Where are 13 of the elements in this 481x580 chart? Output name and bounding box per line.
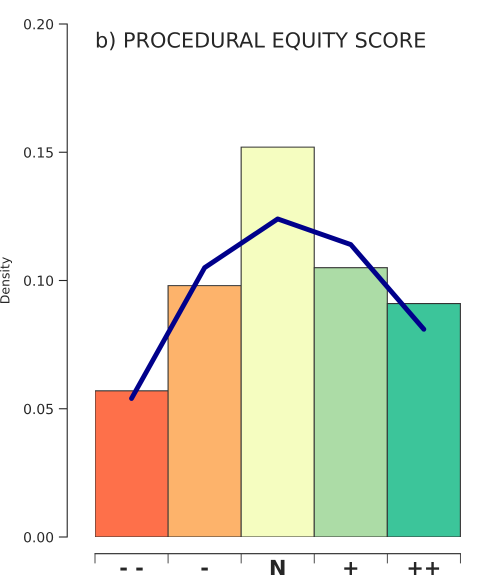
y-axis-title: Density (0, 257, 12, 304)
x-tick-label: + (344, 562, 358, 576)
y-tick-label: 0.20 (24, 18, 54, 30)
line-series (129, 216, 426, 401)
x-tick-label: N (270, 560, 284, 576)
x-tick-label: ++ (408, 562, 440, 576)
y-tick-label: 0.10 (24, 275, 54, 286)
y-tick-label: 0.00 (24, 532, 54, 542)
x-tick-label: - - (120, 568, 143, 571)
x-tick-label: - (201, 568, 208, 571)
y-tick-label: 0.15 (24, 147, 53, 158)
y-tick-label: 0.05 (24, 404, 53, 414)
chart-title: b) PROCEDURAL EQUITY SCORE (96, 32, 426, 50)
